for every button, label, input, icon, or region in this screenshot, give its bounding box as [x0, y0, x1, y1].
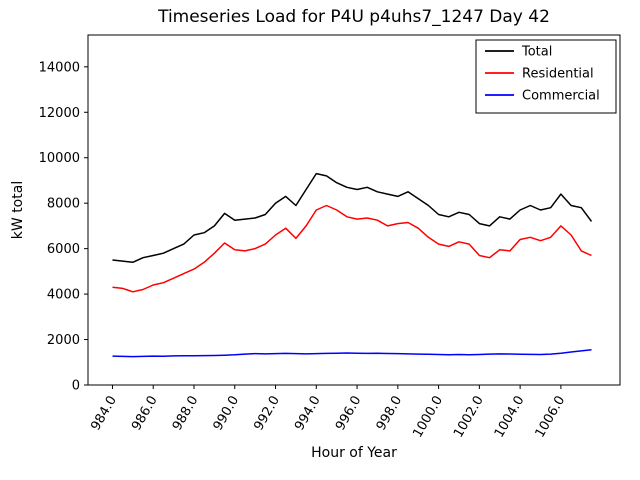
y-tick-label: 14000: [39, 60, 80, 75]
x-tick-label: 1000.0: [410, 394, 446, 441]
plot-area: 0 2000 4000 6000 8000 10000 12000 14000 984.0 986…: [39, 34, 621, 441]
y-axis-label: kW total: [10, 181, 26, 239]
legend-box: [475, 39, 617, 114]
x-tick-label: 990.0: [211, 394, 243, 434]
y-tick-label: 0: [72, 379, 80, 394]
y-tick-label: 12000: [39, 106, 80, 121]
axes-spines: [87, 34, 621, 386]
x-tick-label: 1006.0: [533, 394, 569, 441]
y-tick-label: 4000: [47, 288, 80, 303]
x-tick-label: 1004.0: [492, 394, 528, 441]
x-tick-label: 992.0: [251, 394, 283, 434]
x-tick-label: 986.0: [129, 394, 161, 434]
y-tick-label: 2000: [47, 333, 80, 348]
plot-line-total: [112, 172, 593, 264]
plot-line-commercial: [112, 349, 592, 358]
legend-label-commercial: Commercial: [522, 89, 600, 104]
y-tick-label: 8000: [47, 197, 80, 212]
x-tick-label: 1002.0: [451, 394, 487, 441]
legend-label-total: Total: [521, 45, 552, 60]
chart-title: Timeseries Load for P4U p4uhs7_1247 Day …: [157, 7, 550, 27]
x-tick-label: 994.0: [292, 394, 324, 434]
plot-line-residential: [112, 204, 592, 293]
legend-label-residential: Residential: [522, 67, 594, 82]
x-axis-label: Hour of Year: [311, 445, 397, 461]
x-tick-label: 984.0: [88, 394, 120, 434]
x-tick-label: 988.0: [170, 394, 202, 434]
x-tick-label: 996.0: [333, 394, 365, 434]
x-tick-label: 998.0: [374, 394, 406, 434]
y-tick-label: 10000: [39, 151, 80, 166]
y-tick-label: 6000: [47, 242, 80, 257]
